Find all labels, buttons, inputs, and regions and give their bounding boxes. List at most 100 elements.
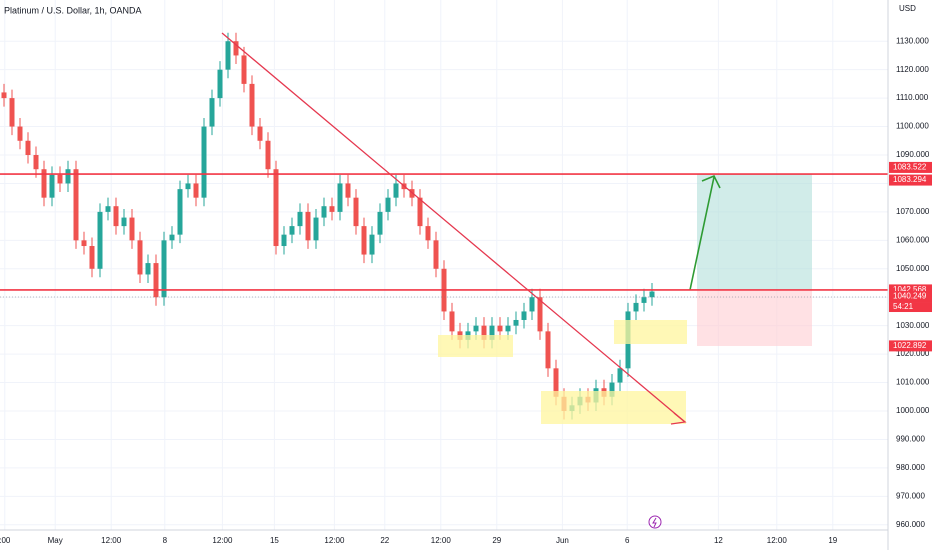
candle-body xyxy=(25,140,31,155)
candle-body xyxy=(489,325,495,340)
chart-title: Platinum / U.S. Dollar, 1h, OANDA xyxy=(4,5,142,15)
profit-zone xyxy=(697,174,812,290)
candle-body xyxy=(345,183,351,198)
candle-body xyxy=(521,311,527,320)
y-tick-label: 970.000 xyxy=(896,491,925,500)
candle-body xyxy=(17,126,23,141)
candle-body xyxy=(217,69,223,99)
candle-body xyxy=(225,41,231,70)
candle-body xyxy=(377,211,383,235)
candle-body xyxy=(33,155,39,170)
trend-line xyxy=(221,32,686,423)
candle-body xyxy=(297,211,303,227)
candle-body xyxy=(169,234,175,241)
candle-body xyxy=(193,183,199,198)
candle-body xyxy=(281,234,287,247)
candle-body xyxy=(369,234,375,255)
candle-body xyxy=(233,41,239,56)
candle-body xyxy=(161,240,167,298)
y-tick-label: 980.000 xyxy=(896,463,925,472)
candle-body xyxy=(121,217,127,227)
candle-body xyxy=(529,297,535,312)
price-label-box xyxy=(889,161,932,173)
x-tick-label: Jun xyxy=(556,536,569,545)
candle-body xyxy=(105,206,111,212)
y-tick-label: 1030.000 xyxy=(896,321,930,330)
x-tick-label: 12:00 xyxy=(767,536,788,545)
event-icon[interactable] xyxy=(648,515,662,529)
candle-body xyxy=(393,183,399,198)
price-label-box xyxy=(889,174,932,186)
candle-body xyxy=(273,169,279,247)
candle-body xyxy=(57,174,63,184)
candle-body xyxy=(177,189,183,235)
x-tick-label: 29 xyxy=(492,536,501,545)
trend-arrowhead xyxy=(670,412,687,425)
y-tick-label: 960.000 xyxy=(896,520,925,529)
price-label-box xyxy=(889,340,932,352)
highlight-box xyxy=(614,320,687,344)
candle-body xyxy=(481,325,487,340)
candle-body xyxy=(113,206,119,227)
target-arrowhead xyxy=(701,174,721,189)
price-label-box xyxy=(889,284,932,296)
x-tick-label: 12:00 xyxy=(324,536,345,545)
candle-body xyxy=(97,211,103,269)
y-tick-label: 1090.000 xyxy=(896,150,930,159)
candle-body xyxy=(1,92,7,99)
candle-body xyxy=(417,197,423,227)
candle-body xyxy=(209,98,215,127)
candle-body xyxy=(617,368,623,383)
y-axis-label: USD xyxy=(899,4,916,13)
x-tick-label: 19 xyxy=(828,536,837,545)
candle-body xyxy=(361,226,367,255)
candle-body xyxy=(249,83,255,127)
y-tick-label: 1020.000 xyxy=(896,349,930,358)
candle-body xyxy=(257,126,263,141)
candle-body xyxy=(425,226,431,241)
candle-body xyxy=(73,169,79,241)
candle-body xyxy=(553,368,559,397)
price-label: 1083.522 xyxy=(893,163,927,172)
candle-body xyxy=(49,174,55,198)
candle-body xyxy=(201,126,207,198)
x-tick-label: May xyxy=(48,536,63,545)
price-label: 1022.892 xyxy=(893,341,927,350)
candle-body xyxy=(537,297,543,332)
price-label: 1083.294 xyxy=(893,175,927,184)
target-arrow xyxy=(689,176,715,291)
candle-body xyxy=(329,206,335,212)
x-tick-label: 12:00 xyxy=(101,536,122,545)
candle-body xyxy=(649,291,655,298)
x-tick-label: :00 xyxy=(0,536,11,545)
y-tick-label: 1120.000 xyxy=(896,65,929,74)
countdown-box xyxy=(889,302,932,313)
candle-body xyxy=(65,169,71,184)
x-tick-label: 12:00 xyxy=(212,536,233,545)
candle-body xyxy=(265,140,271,170)
y-tick-label: 1060.000 xyxy=(896,235,930,244)
highlight-box xyxy=(438,335,513,357)
candle-body xyxy=(313,217,319,241)
candle-body xyxy=(137,240,143,275)
x-tick-label: 12:00 xyxy=(431,536,452,545)
candle-body xyxy=(609,382,615,397)
candle-body xyxy=(513,319,519,326)
x-tick-label: 12 xyxy=(714,536,723,545)
candle-body xyxy=(385,197,391,212)
candle-body xyxy=(473,325,479,332)
candle-body xyxy=(129,217,135,241)
x-tick-label: 6 xyxy=(625,536,630,545)
axes: 960.000 970.000 980.000 990.000 1000.000 1010… xyxy=(0,36,932,545)
event-icon-bolt xyxy=(652,517,657,528)
y-tick-label: 1070.000 xyxy=(896,207,930,216)
y-tick-label: 1000.000 xyxy=(896,406,930,415)
highlight-box xyxy=(541,391,686,424)
candle-body xyxy=(433,240,439,269)
candle-body xyxy=(337,183,343,212)
candle-body xyxy=(241,55,247,84)
drawings xyxy=(0,32,888,425)
candle-body xyxy=(89,246,95,269)
price-label: 1042.568 xyxy=(893,285,927,294)
